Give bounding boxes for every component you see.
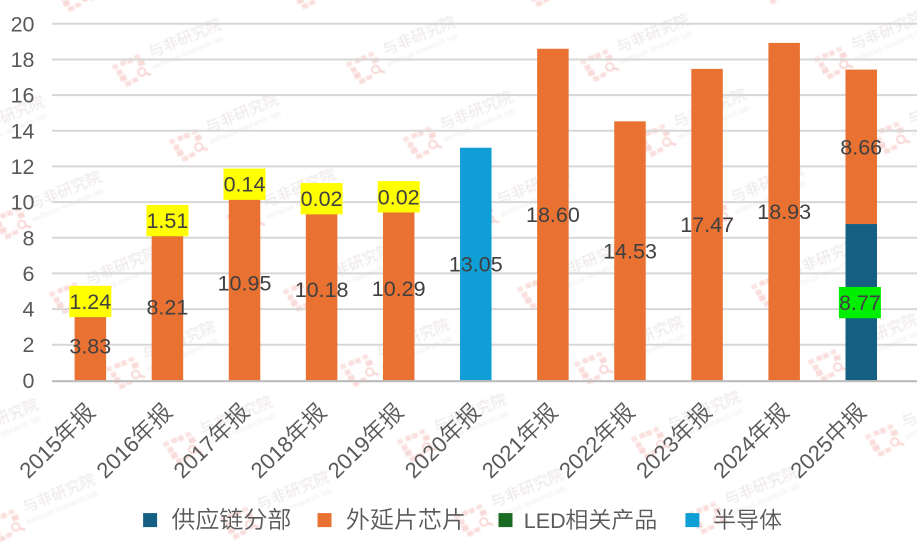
svg-text:10.29: 10.29 (372, 277, 426, 301)
svg-text:14.53: 14.53 (603, 239, 657, 263)
svg-text:10.95: 10.95 (218, 271, 272, 295)
svg-text:1.51: 1.51 (146, 209, 188, 233)
svg-text:13.05: 13.05 (449, 253, 503, 277)
svg-text:12: 12 (11, 155, 35, 179)
svg-text:18: 18 (11, 48, 35, 72)
svg-text:16: 16 (11, 84, 35, 108)
svg-text:0.02: 0.02 (378, 185, 420, 209)
svg-text:14: 14 (11, 119, 35, 143)
svg-text:8.77: 8.77 (839, 291, 881, 315)
svg-text:LED: LED (524, 509, 566, 533)
svg-text:3.83: 3.83 (69, 335, 111, 359)
svg-text:0.02: 0.02 (301, 187, 343, 211)
svg-text:10.18: 10.18 (295, 278, 349, 302)
svg-text:2: 2 (23, 333, 35, 357)
svg-text:8.66: 8.66 (840, 135, 882, 159)
svg-text:1.24: 1.24 (69, 290, 111, 314)
svg-text:0: 0 (23, 369, 35, 393)
svg-text:18.93: 18.93 (757, 200, 811, 224)
svg-text:4: 4 (23, 298, 35, 322)
svg-text:8.21: 8.21 (146, 296, 188, 320)
svg-text:8: 8 (23, 226, 35, 250)
svg-text:20: 20 (11, 12, 35, 36)
svg-text:10: 10 (11, 191, 35, 215)
svg-text:18.60: 18.60 (526, 203, 580, 227)
svg-text:0.14: 0.14 (224, 173, 266, 197)
svg-text:17.47: 17.47 (680, 213, 734, 237)
svg-text:6: 6 (23, 262, 35, 286)
